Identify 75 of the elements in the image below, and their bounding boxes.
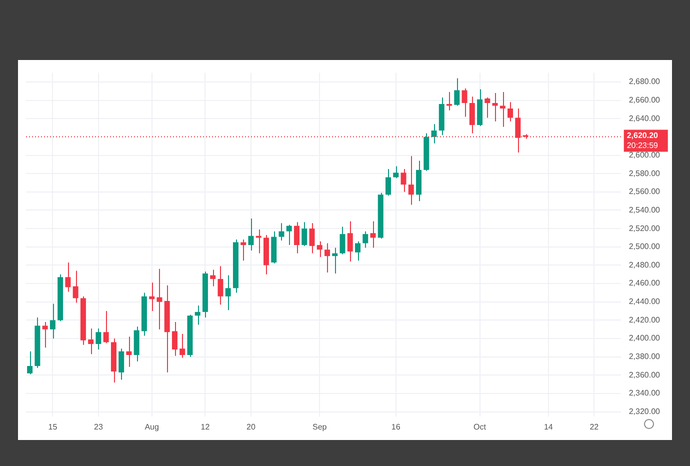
candlestick [332,247,338,274]
candlestick [210,269,216,287]
candlestick [484,97,490,118]
x-tick-label: 20 [246,422,256,432]
candlestick [500,92,506,128]
candlestick [408,156,414,206]
y-tick-label: 2,600.00 [628,150,661,160]
candlestick [194,305,200,326]
x-tick-label: Oct [474,422,487,432]
y-tick-label: 2,440.00 [628,297,661,306]
candlestick [96,328,102,350]
candlestick [118,348,124,380]
candlestick [103,310,109,344]
x-tick-label: Aug [144,422,159,432]
x-tick-label: 16 [391,422,401,432]
candlestick [248,218,254,252]
y-tick-label: 2,520.00 [628,224,661,233]
candlestick [88,328,94,355]
candlestick [431,124,437,144]
candlestick [446,92,452,111]
candlestick [50,303,56,340]
text: 20:23:59 [626,140,659,150]
candlestick [469,96,475,134]
y-tick-label: 2,320.00 [628,407,661,416]
y-tick-label: 2,560.00 [628,187,661,196]
y-tick-label: 2,460.00 [628,278,661,288]
y-tick-label: 2,380.00 [628,352,661,362]
candlestick [386,168,391,196]
candlestick [72,270,78,304]
y-tick-label: 2,640.00 [628,114,661,123]
y-tick-label: 2,540.00 [628,205,661,214]
candlestick [294,222,300,254]
x-tick-label: 12 [200,422,210,432]
y-tick-label: 2,400.00 [628,334,661,343]
y-tick-label: 2,680.00 [628,77,661,86]
y-tick-label: 2,660.00 [628,95,661,104]
candlestick [347,220,353,262]
candlestick [454,78,460,106]
candlestick [462,88,468,118]
candlestick [278,222,284,241]
x-tick-label: 15 [48,422,58,432]
candlestick [27,350,33,375]
candlestick [286,224,292,246]
candlestick [302,222,308,246]
candlestick [156,268,162,330]
candlestick [400,168,406,192]
candlestick [324,242,330,274]
x-tick-label: 14 [544,422,554,432]
ref-line-label: 2,620.20 [626,130,659,140]
y-tick-label: 2,500.00 [628,242,661,252]
candlestick [316,240,322,258]
x-tick-label: 23 [94,422,104,432]
y-tick-label: 2,480.00 [628,260,661,270]
candlestick [340,226,346,255]
candlestick [149,282,155,312]
candlestick [492,92,498,122]
y-tick-label: 2,580.00 [628,168,661,178]
candlestick [240,239,246,262]
candlestick [508,102,514,122]
candlestick [225,274,231,311]
x-tick-label: Sep [312,422,328,432]
candlestick [309,222,315,254]
candlestick [218,266,224,306]
candlestick [180,333,186,358]
y-tick-label: 2,420.00 [628,315,661,324]
candlestick [362,230,368,248]
candlestick [42,322,48,348]
candlestick [393,166,399,179]
y-tick-label: 2,340.00 [628,388,661,398]
y-tick-label: 2,360.00 [628,370,661,380]
candlestick [126,336,132,368]
x-tick-label: 22 [590,422,600,432]
candlestick [355,240,360,262]
candlestick [65,262,71,292]
candlestick [172,322,178,356]
